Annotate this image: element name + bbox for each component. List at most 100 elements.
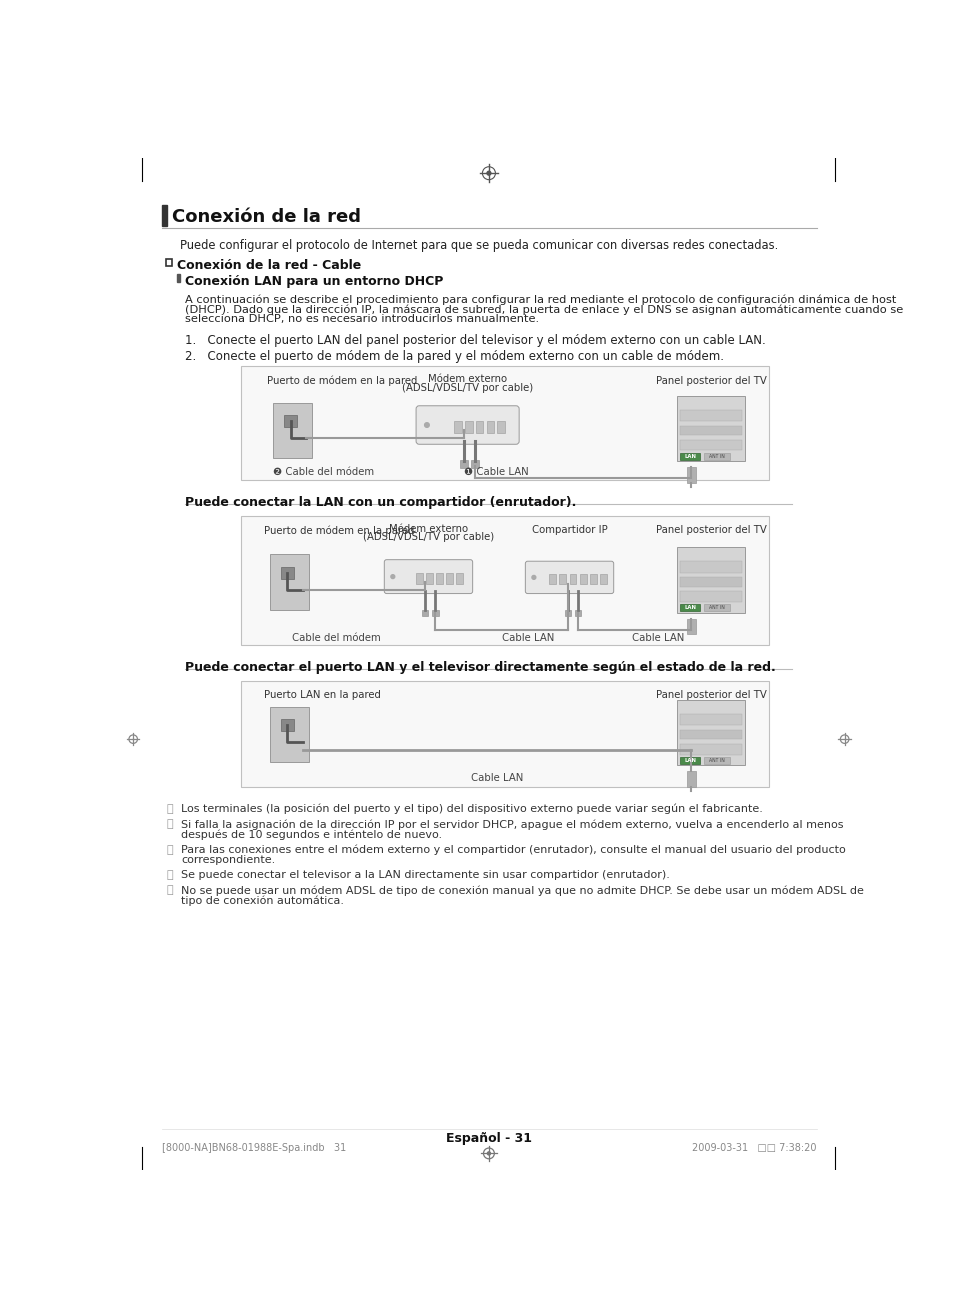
Bar — [679, 605, 700, 611]
Bar — [549, 573, 556, 584]
Text: Módem externo: Módem externo — [389, 523, 468, 534]
Bar — [436, 573, 443, 584]
Bar — [564, 610, 571, 615]
Bar — [686, 772, 695, 786]
Bar — [679, 409, 741, 421]
Text: No se puede usar un módem ADSL de tipo de conexión manual ya que no admite DHCP.: No se puede usar un módem ADSL de tipo d… — [181, 885, 863, 896]
Bar — [679, 562, 741, 573]
Text: Si falla la asignación de la dirección IP por el servidor DHCP, apague el módem : Si falla la asignación de la dirección I… — [181, 819, 842, 830]
Text: Conexión de la red: Conexión de la red — [172, 208, 360, 226]
Bar — [679, 714, 741, 726]
Text: Módem externo: Módem externo — [428, 375, 507, 384]
Bar — [432, 610, 438, 615]
Text: [8000-NA]BN68-01988E-Spa.indb   31: [8000-NA]BN68-01988E-Spa.indb 31 — [162, 1143, 346, 1153]
Text: Panel posterior del TV: Panel posterior del TV — [656, 376, 766, 385]
Text: tipo de conexión automática.: tipo de conexión automática. — [181, 896, 344, 906]
Bar — [703, 452, 729, 460]
Text: A continuación se describe el procedimiento para configurar la red mediante el p: A continuación se describe el procedimie… — [185, 295, 896, 305]
Bar — [677, 547, 744, 613]
Text: Cable LAN: Cable LAN — [501, 633, 554, 643]
Bar — [703, 605, 729, 611]
Bar — [677, 396, 744, 462]
Bar — [456, 573, 463, 584]
Bar — [416, 573, 422, 584]
Text: (ADSL/VDSL/TV por cable): (ADSL/VDSL/TV por cable) — [401, 383, 533, 393]
Bar — [270, 706, 309, 763]
Text: Puede configurar el protocolo de Internet para que se pueda comunicar con divers: Puede configurar el protocolo de Interne… — [179, 238, 777, 251]
Text: ⓘ: ⓘ — [166, 885, 172, 896]
Bar — [241, 367, 768, 480]
Text: (ADSL/VDSL/TV por cable): (ADSL/VDSL/TV por cable) — [362, 533, 494, 542]
Bar — [497, 421, 505, 433]
Text: Cable del módem: Cable del módem — [292, 633, 380, 643]
Bar — [589, 573, 596, 584]
Text: Puede conectar la LAN con un compartidor (enrutador).: Puede conectar la LAN con un compartidor… — [185, 496, 576, 509]
Bar — [686, 467, 695, 483]
Text: Puerto de módem en la pared: Puerto de módem en la pared — [264, 525, 415, 535]
Text: ⓘ: ⓘ — [166, 803, 172, 814]
Bar — [558, 573, 566, 584]
Bar — [679, 426, 741, 435]
Text: ❷ Cable del módem: ❷ Cable del módem — [273, 467, 374, 476]
Text: Panel posterior del TV: Panel posterior del TV — [656, 690, 766, 700]
Bar — [459, 460, 468, 468]
FancyBboxPatch shape — [416, 406, 518, 444]
Circle shape — [391, 575, 395, 579]
Text: correspondiente.: correspondiente. — [181, 855, 275, 865]
Bar — [677, 700, 744, 765]
Bar — [686, 619, 695, 634]
Bar — [579, 573, 586, 584]
Bar — [166, 259, 172, 266]
Bar — [464, 421, 472, 433]
Text: Cable LAN: Cable LAN — [631, 633, 683, 643]
Text: LAN: LAN — [683, 757, 696, 763]
Bar — [679, 757, 700, 764]
Bar — [471, 460, 478, 468]
Bar — [162, 205, 167, 226]
Text: Conexión LAN para un entorno DHCP: Conexión LAN para un entorno DHCP — [185, 275, 443, 288]
Bar — [599, 573, 606, 584]
Bar — [486, 421, 494, 433]
Text: ANT IN: ANT IN — [708, 757, 724, 763]
Text: Conexión de la red - Cable: Conexión de la red - Cable — [176, 259, 360, 272]
Bar — [679, 744, 741, 755]
Text: (DHCP). Dado que la dirección IP, la máscara de subred, la puerta de enlace y el: (DHCP). Dado que la dirección IP, la más… — [185, 304, 902, 314]
Text: 2009-03-31   □□ 7:38:20: 2009-03-31 □□ 7:38:20 — [692, 1143, 816, 1153]
Text: ANT IN: ANT IN — [708, 605, 724, 610]
Bar — [575, 610, 580, 615]
Text: después de 10 segundos e inténtelo de nuevo.: después de 10 segundos e inténtelo de nu… — [181, 830, 442, 840]
Text: ANT IN: ANT IN — [708, 454, 724, 459]
Text: Para las conexiones entre el módem externo y el compartidor (enrutador), consult: Para las conexiones entre el módem exter… — [181, 844, 845, 855]
Circle shape — [424, 422, 429, 427]
Bar — [274, 402, 312, 458]
Text: Puede conectar el puerto LAN y el televisor directamente según el estado de la r: Puede conectar el puerto LAN y el televi… — [185, 660, 775, 673]
Circle shape — [486, 171, 491, 175]
Text: Puerto de módem en la pared: Puerto de módem en la pared — [267, 376, 417, 387]
Text: ⓘ: ⓘ — [166, 819, 172, 830]
Bar — [476, 421, 483, 433]
Text: LAN: LAN — [683, 605, 696, 610]
Text: 2.   Conecte el puerto de módem de la pared y el módem externo con un cable de m: 2. Conecte el puerto de módem de la pare… — [185, 350, 723, 363]
FancyBboxPatch shape — [384, 560, 472, 593]
Text: selecciona DHCP, no es necesario introducirlos manualmente.: selecciona DHCP, no es necesario introdu… — [185, 314, 538, 323]
Bar — [426, 573, 433, 584]
Bar — [284, 416, 296, 427]
Text: Compartidor IP: Compartidor IP — [531, 525, 607, 535]
Bar — [281, 719, 294, 731]
Bar — [422, 610, 428, 615]
Text: Los terminales (la posición del puerto y el tipo) del dispositivo externo puede : Los terminales (la posición del puerto y… — [181, 803, 762, 814]
Bar — [569, 573, 576, 584]
Bar — [679, 730, 741, 739]
Text: Cable LAN: Cable LAN — [471, 773, 522, 782]
Text: ⓘ: ⓘ — [166, 844, 172, 855]
Text: LAN: LAN — [683, 454, 696, 459]
Bar — [703, 757, 729, 764]
FancyBboxPatch shape — [525, 562, 613, 593]
Text: Puerto LAN en la pared: Puerto LAN en la pared — [264, 690, 380, 700]
Bar — [241, 515, 768, 646]
Circle shape — [532, 576, 536, 580]
Text: Panel posterior del TV: Panel posterior del TV — [656, 525, 766, 535]
Bar — [679, 592, 741, 602]
Bar — [241, 681, 768, 786]
Bar — [270, 555, 309, 610]
